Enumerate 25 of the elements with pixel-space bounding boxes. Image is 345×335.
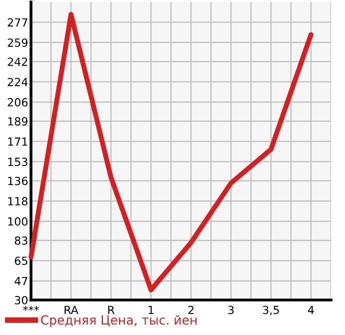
y-tick-label: 30	[14, 296, 28, 304]
y-tick-label: 153	[8, 158, 28, 166]
x-tick-label: RA	[64, 306, 78, 314]
y-tick-label: 206	[8, 98, 28, 106]
y-tick-label: 189	[8, 117, 28, 126]
y-tick-label: 277	[8, 18, 28, 26]
x-tick-label: R	[108, 306, 115, 314]
y-tick-label: 259	[8, 38, 28, 47]
y-tick-label: 171	[8, 138, 28, 146]
x-tick-label: ***	[23, 306, 39, 311]
y-tick-label: 242	[8, 58, 28, 66]
y-tick-label: 136	[8, 176, 28, 186]
y-tick-label: 65	[14, 256, 28, 266]
line-series	[28, 12, 314, 292]
x-tick-label: 3	[228, 306, 234, 314]
y-tick-label: 118	[8, 197, 28, 206]
x-tick-label: 1	[148, 306, 154, 314]
y-tick-label: 224	[8, 78, 28, 86]
legend-label: Средняя Цена, тыс. йен	[41, 315, 196, 328]
y-tick-label: 100	[8, 217, 28, 226]
x-tick-label: 4	[308, 306, 314, 314]
x-tick-label: 3,5	[263, 306, 279, 316]
y-tick-label: 83	[14, 236, 28, 245]
y-tick-label: 47	[14, 277, 28, 286]
x-tick-label: 2	[188, 306, 194, 314]
